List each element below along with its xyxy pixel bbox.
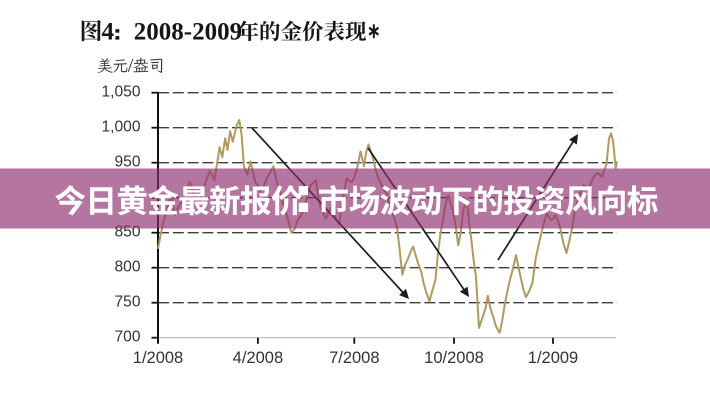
svg-text:950: 950: [114, 153, 140, 170]
svg-text:700: 700: [114, 328, 140, 345]
svg-text:1/2009: 1/2009: [528, 349, 578, 367]
svg-text:1/2008: 1/2008: [133, 349, 183, 367]
svg-text:2008-2009: 2008-2009: [134, 19, 242, 46]
svg-text:1,000: 1,000: [101, 118, 140, 135]
svg-text:750: 750: [114, 293, 140, 310]
svg-text:800: 800: [114, 258, 140, 275]
svg-text:1,050: 1,050: [101, 83, 140, 100]
svg-text:4/2008: 4/2008: [233, 349, 283, 367]
svg-text:7/2008: 7/2008: [329, 349, 379, 367]
svg-text:4: 4: [102, 19, 115, 46]
svg-text:10/2008: 10/2008: [424, 349, 484, 367]
